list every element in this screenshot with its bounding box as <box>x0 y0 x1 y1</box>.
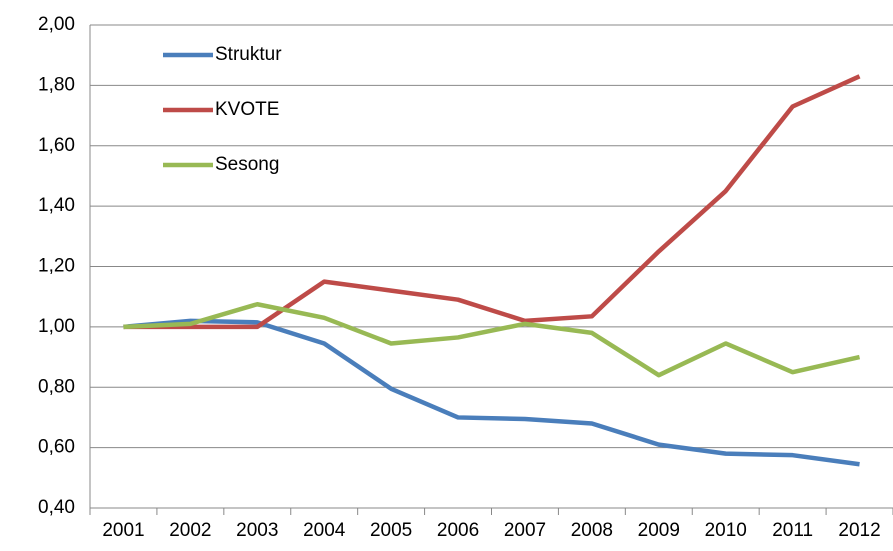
x-tick-label: 2008 <box>571 520 613 541</box>
x-tick-label: 2001 <box>102 520 144 541</box>
y-tick-label: 1,20 <box>38 256 75 277</box>
x-tick-label: 2002 <box>169 520 211 541</box>
y-tick-label: 1,60 <box>38 135 75 156</box>
y-tick-label: 1,40 <box>38 195 75 216</box>
x-tick-label: 2006 <box>437 520 479 541</box>
legend-label: Struktur <box>215 44 282 65</box>
series-line <box>123 74 861 330</box>
x-tick-label: 2009 <box>638 520 680 541</box>
y-tick-label: 0,80 <box>38 376 75 397</box>
x-tick-label: 2007 <box>504 520 546 541</box>
y-tick-label: 2,00 <box>38 14 75 35</box>
x-tick-label: 2010 <box>705 520 747 541</box>
y-tick-label: 1,80 <box>38 74 75 95</box>
legend-label: KVOTE <box>215 99 279 120</box>
series-line <box>123 318 860 467</box>
x-tick-label: 2011 <box>772 520 813 541</box>
x-tick-label: 2005 <box>370 520 412 541</box>
legend-label: Sesong <box>215 154 279 175</box>
y-tick-label: 0,40 <box>38 497 75 518</box>
y-tick-label: 0,60 <box>38 437 75 458</box>
x-tick-label: 2003 <box>236 520 278 541</box>
series-line <box>123 301 861 378</box>
x-tick-label: 2012 <box>838 520 880 541</box>
x-tick-label: 2004 <box>303 520 346 541</box>
y-tick-label: 1,00 <box>38 316 75 337</box>
